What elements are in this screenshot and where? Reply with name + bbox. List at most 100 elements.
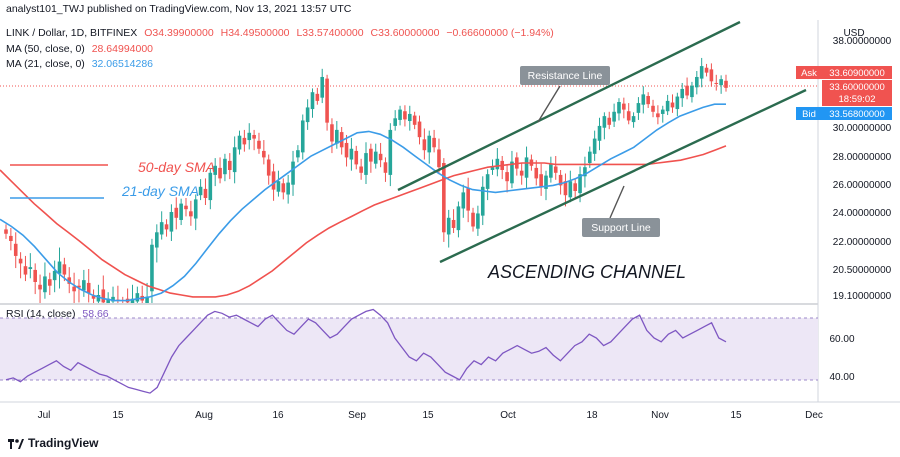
ma50-legend-label: MA (50, close, 0): [6, 43, 85, 55]
price-tick-label: 20.50000000: [833, 265, 892, 276]
candle-up: [155, 232, 159, 248]
candle-up: [461, 192, 466, 209]
candle-down: [369, 148, 373, 162]
candle-down: [709, 69, 714, 82]
resistance-line[interactable]: [397, 20, 741, 192]
symbol-title: LINK / Dollar, 1D, BITFINEX: [6, 27, 137, 39]
candle-up: [286, 182, 290, 195]
support-line[interactable]: [439, 88, 807, 264]
candle-down: [184, 205, 188, 210]
time-tick-label: 16: [272, 410, 284, 421]
ohlc-change: −0.66600000 (−1.94%): [446, 27, 553, 39]
candle-down: [432, 137, 436, 148]
candle-up: [223, 158, 227, 175]
candle-up: [393, 118, 397, 126]
candle-down: [656, 113, 660, 118]
candle-down: [18, 258, 23, 264]
price-tick-label: 28.00000000: [833, 152, 892, 163]
candle-down: [257, 140, 261, 149]
candle-down: [539, 174, 543, 187]
candle-up: [291, 161, 295, 185]
candle-down: [724, 80, 728, 88]
candle-down: [203, 188, 208, 198]
candle-up: [641, 94, 646, 105]
published-caption: analyst101_TWJ published on TradingView.…: [6, 3, 352, 15]
candle-up: [130, 298, 135, 303]
rsi-line: [5, 308, 727, 394]
candle-up: [427, 135, 432, 153]
price-axis[interactable]: 38.00000000 30.00000000 28.00000000 26.0000…: [833, 36, 892, 302]
rsi-axis[interactable]: 60.00 40.00: [829, 334, 854, 383]
support-callout-text: Support Line: [591, 222, 651, 234]
candle-down: [189, 211, 193, 217]
candle-down: [9, 235, 13, 241]
candle-down: [437, 149, 441, 168]
candle-up: [276, 181, 281, 192]
time-tick-label: 15: [422, 410, 434, 421]
candle-up: [612, 111, 616, 122]
candle-down: [62, 264, 67, 275]
candle-up: [310, 92, 315, 110]
candle-up: [296, 150, 300, 158]
candle-up: [485, 174, 490, 189]
candle-up: [524, 157, 529, 178]
candle-down: [534, 167, 539, 179]
candle-up: [305, 107, 310, 123]
bid-price: 33.56800000: [829, 109, 884, 120]
candle-up: [150, 244, 154, 292]
rsi-label: RSI (14, close): [6, 308, 75, 320]
candle-up: [690, 85, 694, 98]
candle-down: [383, 162, 388, 173]
candle-down: [86, 282, 91, 294]
ohlc-close: C33.60000000: [371, 27, 440, 39]
candle-down: [403, 111, 407, 120]
candle-up: [135, 293, 140, 302]
candle-down: [626, 111, 631, 121]
candle-down: [4, 229, 8, 234]
candle-up: [300, 120, 305, 153]
candle-up: [699, 66, 704, 79]
candle-down: [359, 166, 363, 173]
candle-down: [72, 286, 76, 292]
bid-tag: Bid 33.56800000: [796, 107, 892, 120]
svg-text:MA (50, close, 0) 28.649: MA (50, close, 0) 28.64994000: [6, 43, 153, 55]
sma50-label: 50-day SMA: [138, 159, 215, 175]
rsi-band: [0, 318, 818, 380]
rsi-tick-label: 40.00: [829, 372, 854, 383]
candle-down: [13, 243, 18, 256]
candle-up: [636, 103, 641, 113]
resistance-callout: [520, 66, 610, 85]
footer-brand[interactable]: TradingView: [8, 436, 98, 450]
candle-up: [169, 212, 174, 232]
candle-up: [578, 174, 582, 194]
candle-up: [159, 222, 164, 235]
candle-up: [476, 213, 480, 229]
candle-up: [480, 186, 485, 216]
candle-up: [232, 147, 237, 173]
rsi-tick-label: 60.00: [829, 334, 854, 345]
candle-down: [471, 212, 475, 227]
candle-up: [208, 172, 213, 201]
svg-text:MA (21, close, 0) 32.065: MA (21, close, 0) 32.06514286: [6, 58, 153, 70]
candle-up: [237, 135, 242, 150]
ask-tag-label: Ask: [801, 68, 817, 79]
candle-down: [339, 132, 344, 148]
candle-up: [660, 109, 665, 114]
candle-down: [174, 207, 179, 218]
candle-up: [57, 261, 62, 274]
candle-up: [349, 148, 354, 160]
candle-up: [364, 153, 368, 175]
candle-up: [456, 206, 461, 231]
candle-down: [651, 105, 655, 112]
support-callout: [582, 218, 660, 237]
candle-up: [398, 109, 402, 120]
candle-up: [193, 199, 198, 219]
candle-up: [495, 158, 500, 170]
candle-down: [442, 163, 446, 233]
candle-up: [198, 186, 203, 196]
ask-tag: Ask 33.60900000: [796, 66, 892, 79]
candle-up: [446, 217, 451, 235]
time-axis[interactable]: Jul 15 Aug 16 Sep 15 Oct 18 Nov 15 Dec: [38, 410, 823, 421]
ohlc-low: L33.57400000: [296, 27, 363, 39]
